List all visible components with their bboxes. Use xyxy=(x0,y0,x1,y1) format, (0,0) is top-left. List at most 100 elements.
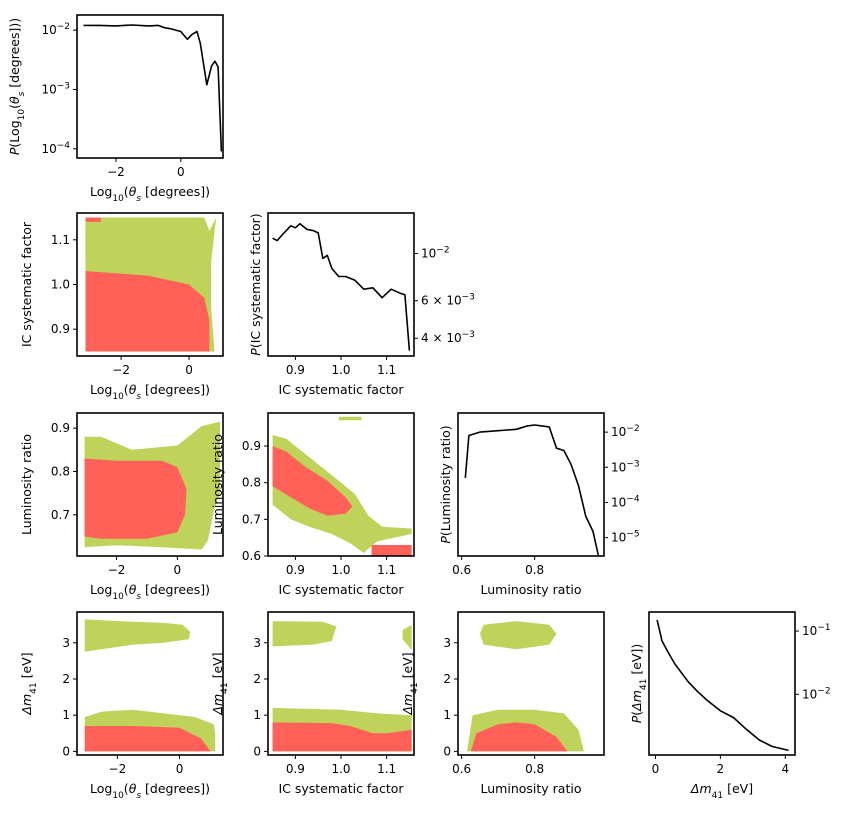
plot-area xyxy=(85,217,217,352)
plot-area xyxy=(272,416,412,556)
x-tick-label: 0 xyxy=(174,563,182,577)
y-tick-label: 0.7 xyxy=(51,508,70,522)
axes-frame xyxy=(76,14,224,159)
panel-c30: −2 0 Log10(θs [degrees]) 0 1 2 3 Δm41 [eV] xyxy=(19,611,224,801)
y-tick-label: 2 xyxy=(62,672,70,686)
y-axis-label: Luminosity ratio xyxy=(210,434,225,535)
y-tick-label: 1.1 xyxy=(51,233,70,247)
plot-area xyxy=(84,619,216,752)
axes-frame xyxy=(267,212,415,357)
x-tick-label: 0 xyxy=(177,165,185,179)
plot-area xyxy=(272,222,411,351)
y-axis-label: P(Δm41 [eV]) xyxy=(629,644,649,723)
axes-frame xyxy=(648,611,796,756)
y-tick-label: 0.9 xyxy=(51,322,70,336)
panel-p33: 0 2 4 Δm41 [eV] 10−1 10−2 P(Δm41 [eV]) xyxy=(629,611,831,801)
contour-68-region xyxy=(84,458,187,539)
posterior-line xyxy=(464,424,600,556)
y-tick-label: 3 xyxy=(253,636,261,650)
contour-68-region xyxy=(85,217,101,222)
contour-68-region xyxy=(470,722,568,752)
y-axis-label: Δm41 [eV] xyxy=(210,652,230,715)
y-tick-label: 10−5 xyxy=(611,530,640,545)
y-axis-label: IC systematic factor xyxy=(19,221,34,347)
x-axis-label: Log10(θs [degrees]) xyxy=(90,184,210,204)
x-tick-label: 1.0 xyxy=(331,762,350,776)
axes-frame xyxy=(76,611,224,756)
panel-p22: 0.6 0.8 Luminosity ratio 10−2 10−3 10−4 10−5 P(… xyxy=(438,412,640,597)
y-tick-label: 0.7 xyxy=(242,512,261,526)
y-tick-label: 0.8 xyxy=(51,465,70,479)
contour-68-region xyxy=(371,545,412,556)
contour-68-region xyxy=(84,726,211,752)
x-tick-label: 0 xyxy=(176,762,184,776)
y-tick-label: 10−2 xyxy=(421,246,450,261)
plot-area xyxy=(83,24,223,152)
contour-95-region xyxy=(272,435,412,554)
x-axis-label: Log10(θs [degrees]) xyxy=(90,781,210,801)
x-tick-label: 0.9 xyxy=(286,363,305,377)
y-tick-label: 10−4 xyxy=(611,494,640,509)
y-tick-label: 1 xyxy=(62,708,70,722)
panel-c21: 0.9 1.0 1.1 IC systematic factor 0.6 0.7 0.8 0.… xyxy=(210,412,415,597)
x-tick-label: −2 xyxy=(108,563,126,577)
y-tick-label: 0.9 xyxy=(51,421,70,435)
x-tick-label: 0 xyxy=(185,363,193,377)
y-tick-label: 10−2 xyxy=(41,22,70,37)
x-tick-label: 2 xyxy=(717,762,725,776)
y-axis-label: Δm41 [eV] xyxy=(400,652,420,715)
contour-68-region xyxy=(272,446,353,516)
x-tick-label: 4 xyxy=(781,762,789,776)
x-axis-label: IC systematic factor xyxy=(278,582,404,597)
x-axis-label: Δm41 [eV] xyxy=(690,781,753,801)
y-tick-label: 1.0 xyxy=(51,278,70,292)
y-tick-label: 0.9 xyxy=(242,439,261,453)
contour-95-region xyxy=(272,621,337,647)
y-tick-label: 4 × 10−3 xyxy=(421,330,475,345)
contour-95-region xyxy=(338,416,362,421)
posterior-line xyxy=(272,222,411,351)
x-tick-label: 0.6 xyxy=(452,762,471,776)
y-tick-label: 6 × 10−3 xyxy=(421,293,475,308)
y-tick-label: 2 xyxy=(443,672,451,686)
x-axis-label: Log10(θs [degrees]) xyxy=(90,382,210,402)
y-tick-label: 10−1 xyxy=(802,623,831,638)
x-tick-label: 1.0 xyxy=(331,563,350,577)
axes-frame xyxy=(76,412,224,557)
x-tick-label: 1.1 xyxy=(377,762,396,776)
plot-area xyxy=(84,421,220,550)
contour-95-region xyxy=(479,621,557,650)
y-tick-label: 1 xyxy=(253,708,261,722)
x-tick-label: 0.8 xyxy=(525,762,544,776)
panel-c32: 0.6 0.8 Luminosity ratio 0 1 2 3 Δm41 [eV] xyxy=(400,611,605,796)
x-tick-label: 1.1 xyxy=(377,363,396,377)
x-tick-label: 0.8 xyxy=(525,563,544,577)
axes-frame xyxy=(457,611,605,756)
x-axis-label: Luminosity ratio xyxy=(481,781,582,796)
y-tick-label: 10−3 xyxy=(41,81,70,96)
y-tick-label: 3 xyxy=(443,636,451,650)
x-axis-label: Log10(θs [degrees]) xyxy=(90,582,210,602)
x-tick-label: 0.9 xyxy=(286,563,305,577)
x-axis-label: IC systematic factor xyxy=(278,781,404,796)
y-tick-label: 10−3 xyxy=(611,459,640,474)
contour-68-region xyxy=(272,722,412,752)
plot-area xyxy=(272,621,412,752)
y-axis-label: P(Luminosity ratio) xyxy=(438,425,453,543)
y-tick-label: 3 xyxy=(62,636,70,650)
y-tick-label: 10−4 xyxy=(41,141,70,156)
y-tick-label: 0 xyxy=(443,744,451,758)
plot-area xyxy=(464,424,600,556)
y-tick-label: 1 xyxy=(443,708,451,722)
contour-68-region xyxy=(85,271,210,352)
x-tick-label: −2 xyxy=(112,363,130,377)
y-axis-label: P(IC systematic factor) xyxy=(248,213,263,355)
posterior-line xyxy=(656,619,789,752)
y-axis-label: Δm41 [eV] xyxy=(19,652,39,715)
x-tick-label: 1.1 xyxy=(377,563,396,577)
x-tick-label: −2 xyxy=(109,762,127,776)
contour-95-region xyxy=(402,624,412,650)
panel-p00: −2 0 Log10(θs [degrees]) 10−2 10−3 10−4 P(Log1… xyxy=(7,14,224,204)
panel-c31: 0.9 1.0 1.1 IC systematic factor 0 1 2 3 Δm41 [e… xyxy=(210,611,415,796)
